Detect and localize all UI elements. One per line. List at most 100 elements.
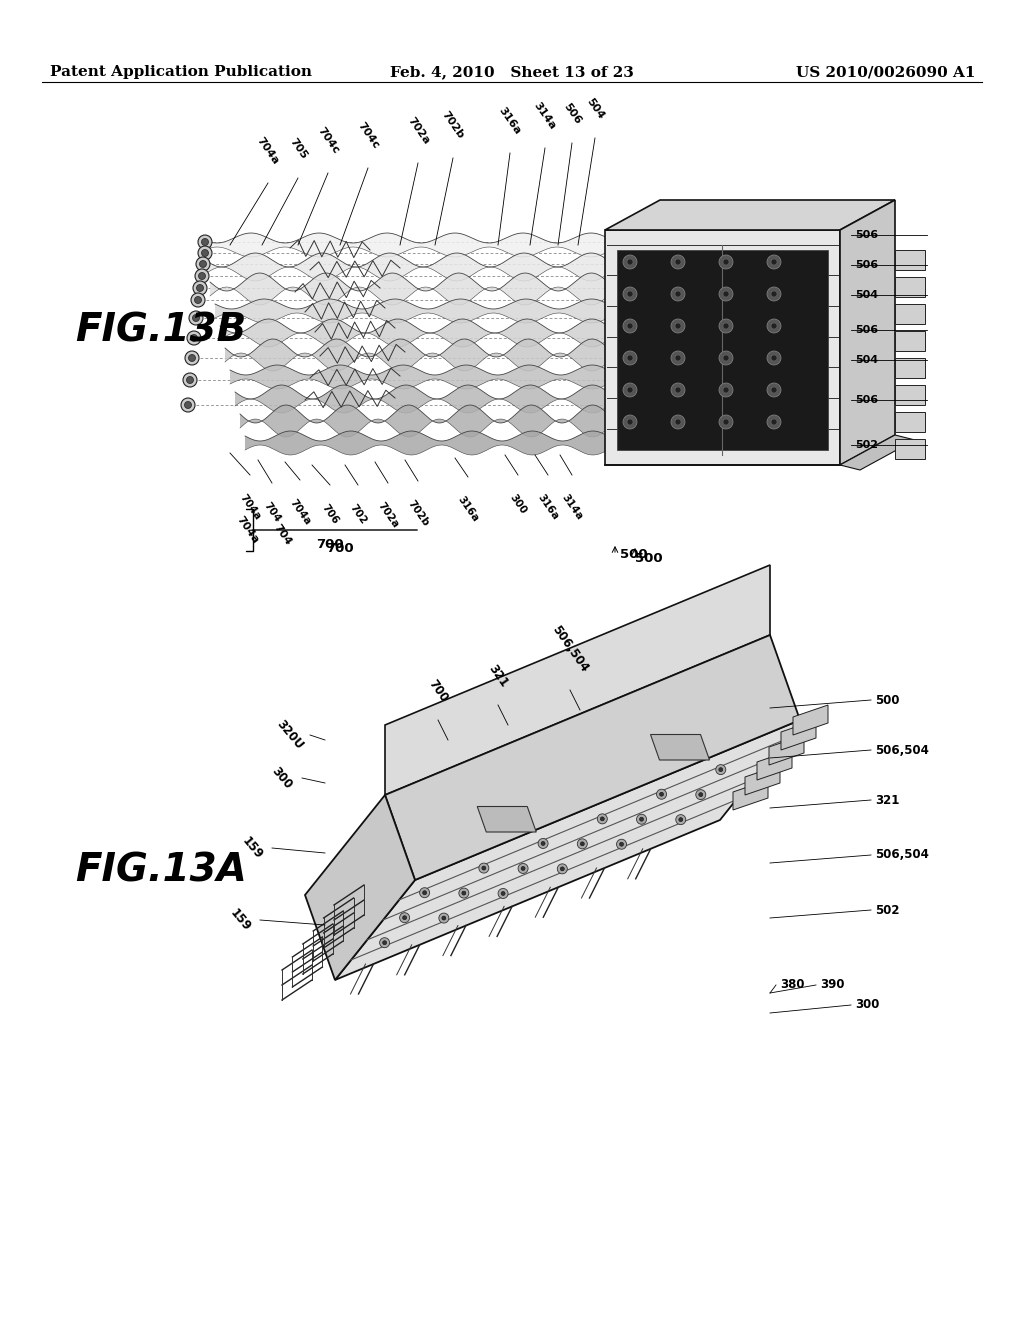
Text: 700: 700 — [327, 541, 354, 554]
Circle shape — [202, 239, 209, 246]
Circle shape — [695, 789, 706, 800]
Circle shape — [423, 891, 427, 895]
Circle shape — [439, 913, 449, 923]
Circle shape — [193, 281, 207, 294]
Text: 159: 159 — [240, 834, 265, 862]
Text: 704a: 704a — [255, 135, 281, 166]
Polygon shape — [205, 253, 608, 281]
Polygon shape — [895, 277, 925, 297]
Text: 704a: 704a — [288, 498, 312, 527]
Text: 321: 321 — [874, 793, 899, 807]
Circle shape — [771, 259, 777, 265]
Circle shape — [623, 383, 637, 397]
Text: 502: 502 — [855, 440, 878, 450]
Circle shape — [200, 260, 207, 268]
Circle shape — [623, 255, 637, 269]
Circle shape — [771, 355, 777, 360]
Circle shape — [640, 817, 643, 821]
Circle shape — [723, 418, 729, 425]
Circle shape — [679, 817, 683, 821]
Text: 705: 705 — [288, 136, 308, 161]
Circle shape — [771, 323, 777, 329]
Circle shape — [675, 323, 681, 329]
Text: 380: 380 — [780, 978, 805, 991]
Text: 316a: 316a — [456, 494, 480, 524]
Text: 500: 500 — [874, 693, 899, 706]
Circle shape — [518, 863, 528, 874]
Circle shape — [767, 286, 781, 301]
Circle shape — [627, 418, 633, 425]
Polygon shape — [781, 719, 816, 750]
Text: 506: 506 — [855, 395, 879, 405]
Polygon shape — [650, 734, 710, 760]
Circle shape — [197, 285, 204, 292]
Circle shape — [771, 418, 777, 425]
Polygon shape — [385, 635, 800, 880]
Text: 321: 321 — [485, 663, 510, 690]
Circle shape — [479, 863, 488, 873]
Circle shape — [723, 387, 729, 393]
Circle shape — [698, 792, 702, 796]
Circle shape — [675, 387, 681, 393]
Circle shape — [675, 418, 681, 425]
Polygon shape — [605, 201, 895, 230]
Text: FIG.13A: FIG.13A — [75, 851, 247, 888]
Circle shape — [767, 414, 781, 429]
Text: 506,504: 506,504 — [874, 849, 929, 862]
Circle shape — [459, 888, 469, 898]
Text: 702a: 702a — [376, 500, 400, 529]
Polygon shape — [240, 405, 608, 437]
Circle shape — [557, 863, 567, 874]
Circle shape — [671, 351, 685, 366]
Circle shape — [462, 891, 466, 895]
Circle shape — [719, 286, 733, 301]
Circle shape — [767, 319, 781, 333]
Polygon shape — [745, 766, 780, 795]
Text: 506,504: 506,504 — [549, 623, 591, 675]
Text: 500: 500 — [635, 552, 663, 565]
Polygon shape — [840, 201, 895, 465]
Text: 504: 504 — [855, 355, 879, 366]
Circle shape — [184, 401, 191, 408]
Text: 702: 702 — [347, 502, 369, 525]
Polygon shape — [617, 249, 828, 450]
Text: 700: 700 — [316, 539, 344, 552]
Circle shape — [198, 235, 212, 249]
Text: FIG.13B: FIG.13B — [75, 312, 246, 348]
Circle shape — [671, 286, 685, 301]
Circle shape — [656, 789, 667, 799]
Circle shape — [196, 257, 210, 271]
Circle shape — [771, 290, 777, 297]
Circle shape — [186, 376, 194, 384]
Polygon shape — [757, 750, 792, 780]
Text: 504: 504 — [855, 290, 879, 300]
Circle shape — [671, 319, 685, 333]
Polygon shape — [245, 432, 608, 455]
Circle shape — [675, 259, 681, 265]
Polygon shape — [305, 795, 415, 979]
Circle shape — [189, 312, 203, 325]
Circle shape — [181, 399, 195, 412]
Polygon shape — [895, 331, 925, 351]
Circle shape — [671, 383, 685, 397]
Circle shape — [623, 319, 637, 333]
Text: 506: 506 — [561, 102, 583, 125]
Circle shape — [521, 866, 525, 870]
Circle shape — [627, 387, 633, 393]
Text: 316a: 316a — [497, 106, 523, 136]
Text: 314a: 314a — [559, 492, 585, 521]
Text: 506: 506 — [855, 260, 879, 271]
Polygon shape — [477, 807, 537, 832]
Circle shape — [538, 838, 548, 849]
Circle shape — [195, 269, 209, 282]
Circle shape — [719, 351, 733, 366]
Circle shape — [719, 414, 733, 429]
Text: 300: 300 — [855, 998, 880, 1011]
Circle shape — [623, 286, 637, 301]
Circle shape — [185, 351, 199, 366]
Text: 704: 704 — [271, 523, 293, 548]
Circle shape — [671, 414, 685, 429]
Circle shape — [659, 792, 664, 796]
Circle shape — [637, 814, 646, 824]
Polygon shape — [605, 230, 840, 465]
